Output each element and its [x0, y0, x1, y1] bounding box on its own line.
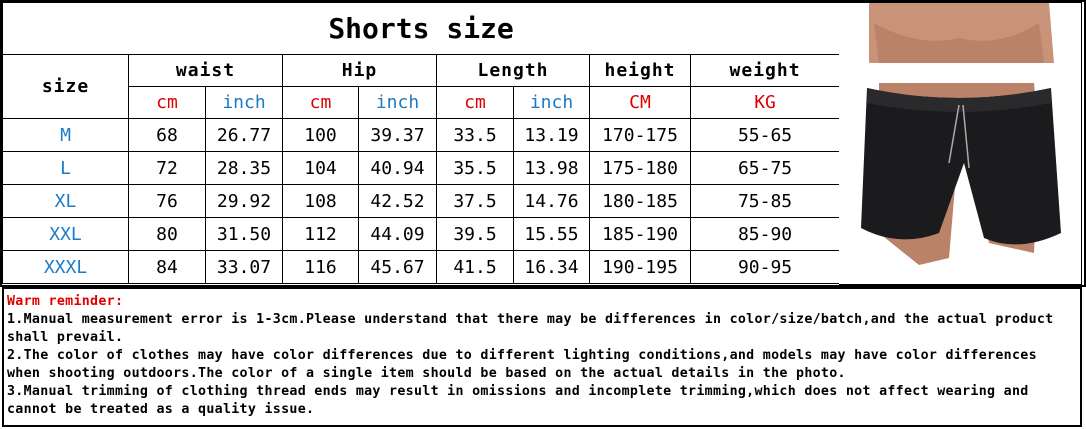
unit-cm: cm [436, 86, 514, 119]
warm-reminder: Warm reminder: 1.Manual measurement erro… [2, 287, 1082, 427]
table-cell: 37.5 [436, 184, 514, 218]
header-waist: waist [128, 54, 283, 87]
unit-cm: cm [282, 86, 359, 119]
table-cell: 112 [282, 217, 359, 251]
table-cell: 85-90 [689, 217, 841, 251]
table-cell: 29.92 [205, 184, 283, 218]
table-cell: 76 [128, 184, 206, 218]
size-label: L [2, 151, 129, 185]
table-cell: 44.09 [358, 217, 437, 251]
size-label: XXXL [2, 250, 129, 284]
unit-cm: cm [128, 86, 206, 119]
table-cell: 116 [282, 250, 359, 284]
header-height: height [589, 54, 691, 87]
size-label: M [2, 118, 129, 152]
table-cell: 180-185 [589, 184, 691, 218]
table-cell: 45.67 [358, 250, 437, 284]
header-weight: weight [689, 54, 841, 87]
unit-inch: inch [513, 86, 590, 119]
table-row: XL 76 29.92 108 42.52 37.5 14.76 180-185 75-85 [2, 184, 841, 218]
size-label: XXL [2, 217, 129, 251]
table-cell: 90-95 [689, 250, 841, 284]
table-cell: 170-175 [589, 118, 691, 152]
table-row: XXXL 84 33.07 116 45.67 41.5 16.34 190-195 90-95 [2, 250, 841, 284]
table-cell: 33.07 [205, 250, 283, 284]
header-hip: Hip [282, 54, 437, 87]
chart-title: Shorts size [1, 2, 841, 55]
table-cell: 15.55 [513, 217, 590, 251]
header-size: size [2, 54, 129, 119]
unit-inch: inch [358, 86, 437, 119]
table-cell: 75-85 [689, 184, 841, 218]
reminder-line: 1.Manual measurement error is 1-3cm.Plea… [7, 312, 1054, 345]
table-cell: 13.19 [513, 118, 590, 152]
table-cell: 104 [282, 151, 359, 185]
product-photo [839, 2, 1082, 285]
table-cell: 190-195 [589, 250, 691, 284]
table-cell: 41.5 [436, 250, 514, 284]
table-cell: 42.52 [358, 184, 437, 218]
unit-cm: CM [589, 86, 691, 119]
table-cell: 175-180 [589, 151, 691, 185]
header-length: Length [436, 54, 590, 87]
table-row: M 68 26.77 100 39.37 33.5 13.19 170-175 55-65 [2, 118, 841, 152]
table-cell: 40.94 [358, 151, 437, 185]
unit-kg: KG [689, 86, 841, 119]
table-row: XXL 80 31.50 112 44.09 39.5 15.55 185-190 85-90 [2, 217, 841, 251]
table-cell: 28.35 [205, 151, 283, 185]
size-label: XL [2, 184, 129, 218]
table-cell: 13.98 [513, 151, 590, 185]
unit-inch: inch [205, 86, 283, 119]
table-cell: 65-75 [689, 151, 841, 185]
table-cell: 55-65 [689, 118, 841, 152]
table-cell: 84 [128, 250, 206, 284]
reminder-title: Warm reminder: [7, 294, 124, 309]
table-cell: 31.50 [205, 217, 283, 251]
table-cell: 33.5 [436, 118, 514, 152]
table-row: L 72 28.35 104 40.94 35.5 13.98 175-180 65-75 [2, 151, 841, 185]
table-cell: 16.34 [513, 250, 590, 284]
table-cell: 100 [282, 118, 359, 152]
table-cell: 72 [128, 151, 206, 185]
table-cell: 39.37 [358, 118, 437, 152]
table-cell: 14.76 [513, 184, 590, 218]
table-cell: 39.5 [436, 217, 514, 251]
table-cell: 35.5 [436, 151, 514, 185]
size-table: Shorts size size waist Hip Length height… [1, 2, 841, 284]
table-cell: 80 [128, 217, 206, 251]
table-cell: 26.77 [205, 118, 283, 152]
reminder-line: 3.Manual trimming of clothing thread end… [7, 384, 1029, 417]
table-cell: 108 [282, 184, 359, 218]
table-cell: 185-190 [589, 217, 691, 251]
table-cell: 68 [128, 118, 206, 152]
reminder-line: 2.The color of clothes may have color di… [7, 348, 1037, 381]
